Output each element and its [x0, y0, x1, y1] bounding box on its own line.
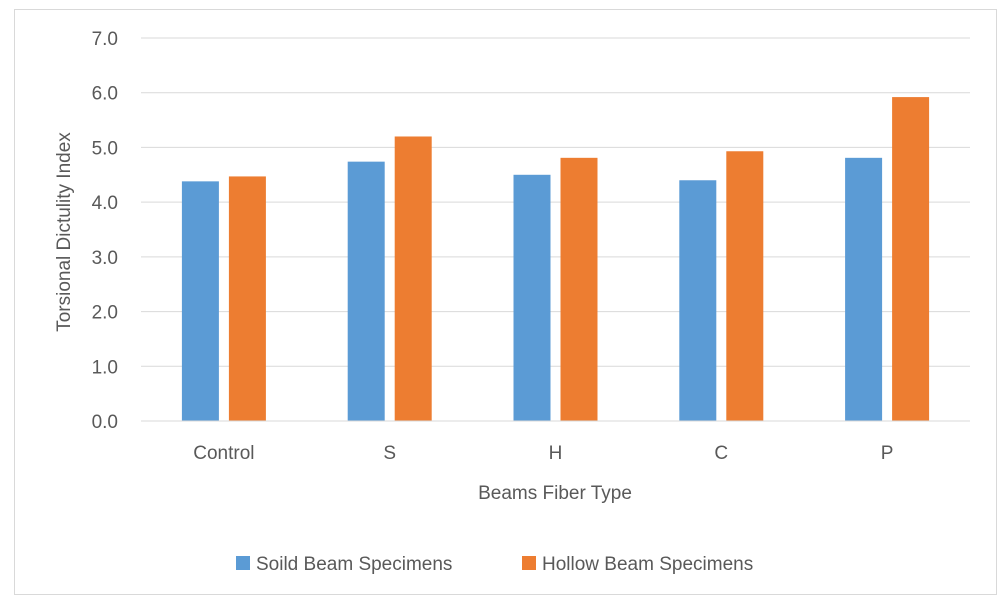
- bar-solid-s: [347, 161, 385, 421]
- bar-solid-c: [679, 180, 717, 421]
- legend-label-hollow: Hollow Beam Specimens: [542, 554, 753, 575]
- x-tick-label: Control: [193, 443, 254, 464]
- bar-hollow-h: [560, 157, 598, 421]
- bar-solid-p: [845, 157, 883, 421]
- bar-hollow-s: [394, 136, 432, 421]
- y-tick-label: 3.0: [92, 248, 118, 269]
- legend-swatch-hollow: [522, 556, 536, 570]
- legend: Soild Beam Specimens Hollow Beam Specime…: [236, 554, 753, 575]
- y-axis-ticks: 0.0 1.0 2.0 3.0 4.0 5.0 6.0 7.0: [92, 29, 118, 433]
- chart-frame: [14, 9, 997, 595]
- x-tick-label: S: [383, 443, 396, 464]
- y-tick-label: 1.0: [92, 357, 118, 378]
- bar-solid-h: [513, 174, 551, 421]
- x-tick-label: P: [881, 443, 894, 464]
- y-axis-title: Torsional Dictulity Index: [54, 132, 75, 332]
- y-tick-label: 6.0: [92, 84, 118, 105]
- y-tick-label: 7.0: [92, 29, 118, 50]
- legend-label-solid: Soild Beam Specimens: [256, 554, 452, 575]
- bar-hollow-p: [892, 97, 930, 421]
- bar-hollow-control: [228, 176, 266, 421]
- gridlines: [141, 37, 970, 367]
- x-tick-label: H: [549, 443, 563, 464]
- x-axis-ticks: Control S H C P: [193, 443, 893, 464]
- x-tick-label: C: [714, 443, 728, 464]
- bar-hollow-c: [726, 151, 764, 421]
- x-axis-title: Beams Fiber Type: [478, 483, 632, 504]
- y-tick-label: 5.0: [92, 138, 118, 159]
- legend-swatch-solid: [236, 556, 250, 570]
- y-tick-label: 0.0: [92, 412, 118, 433]
- bar-solid-control: [181, 181, 219, 421]
- y-tick-label: 4.0: [92, 193, 118, 214]
- bars: [181, 97, 930, 421]
- y-tick-label: 2.0: [92, 303, 118, 324]
